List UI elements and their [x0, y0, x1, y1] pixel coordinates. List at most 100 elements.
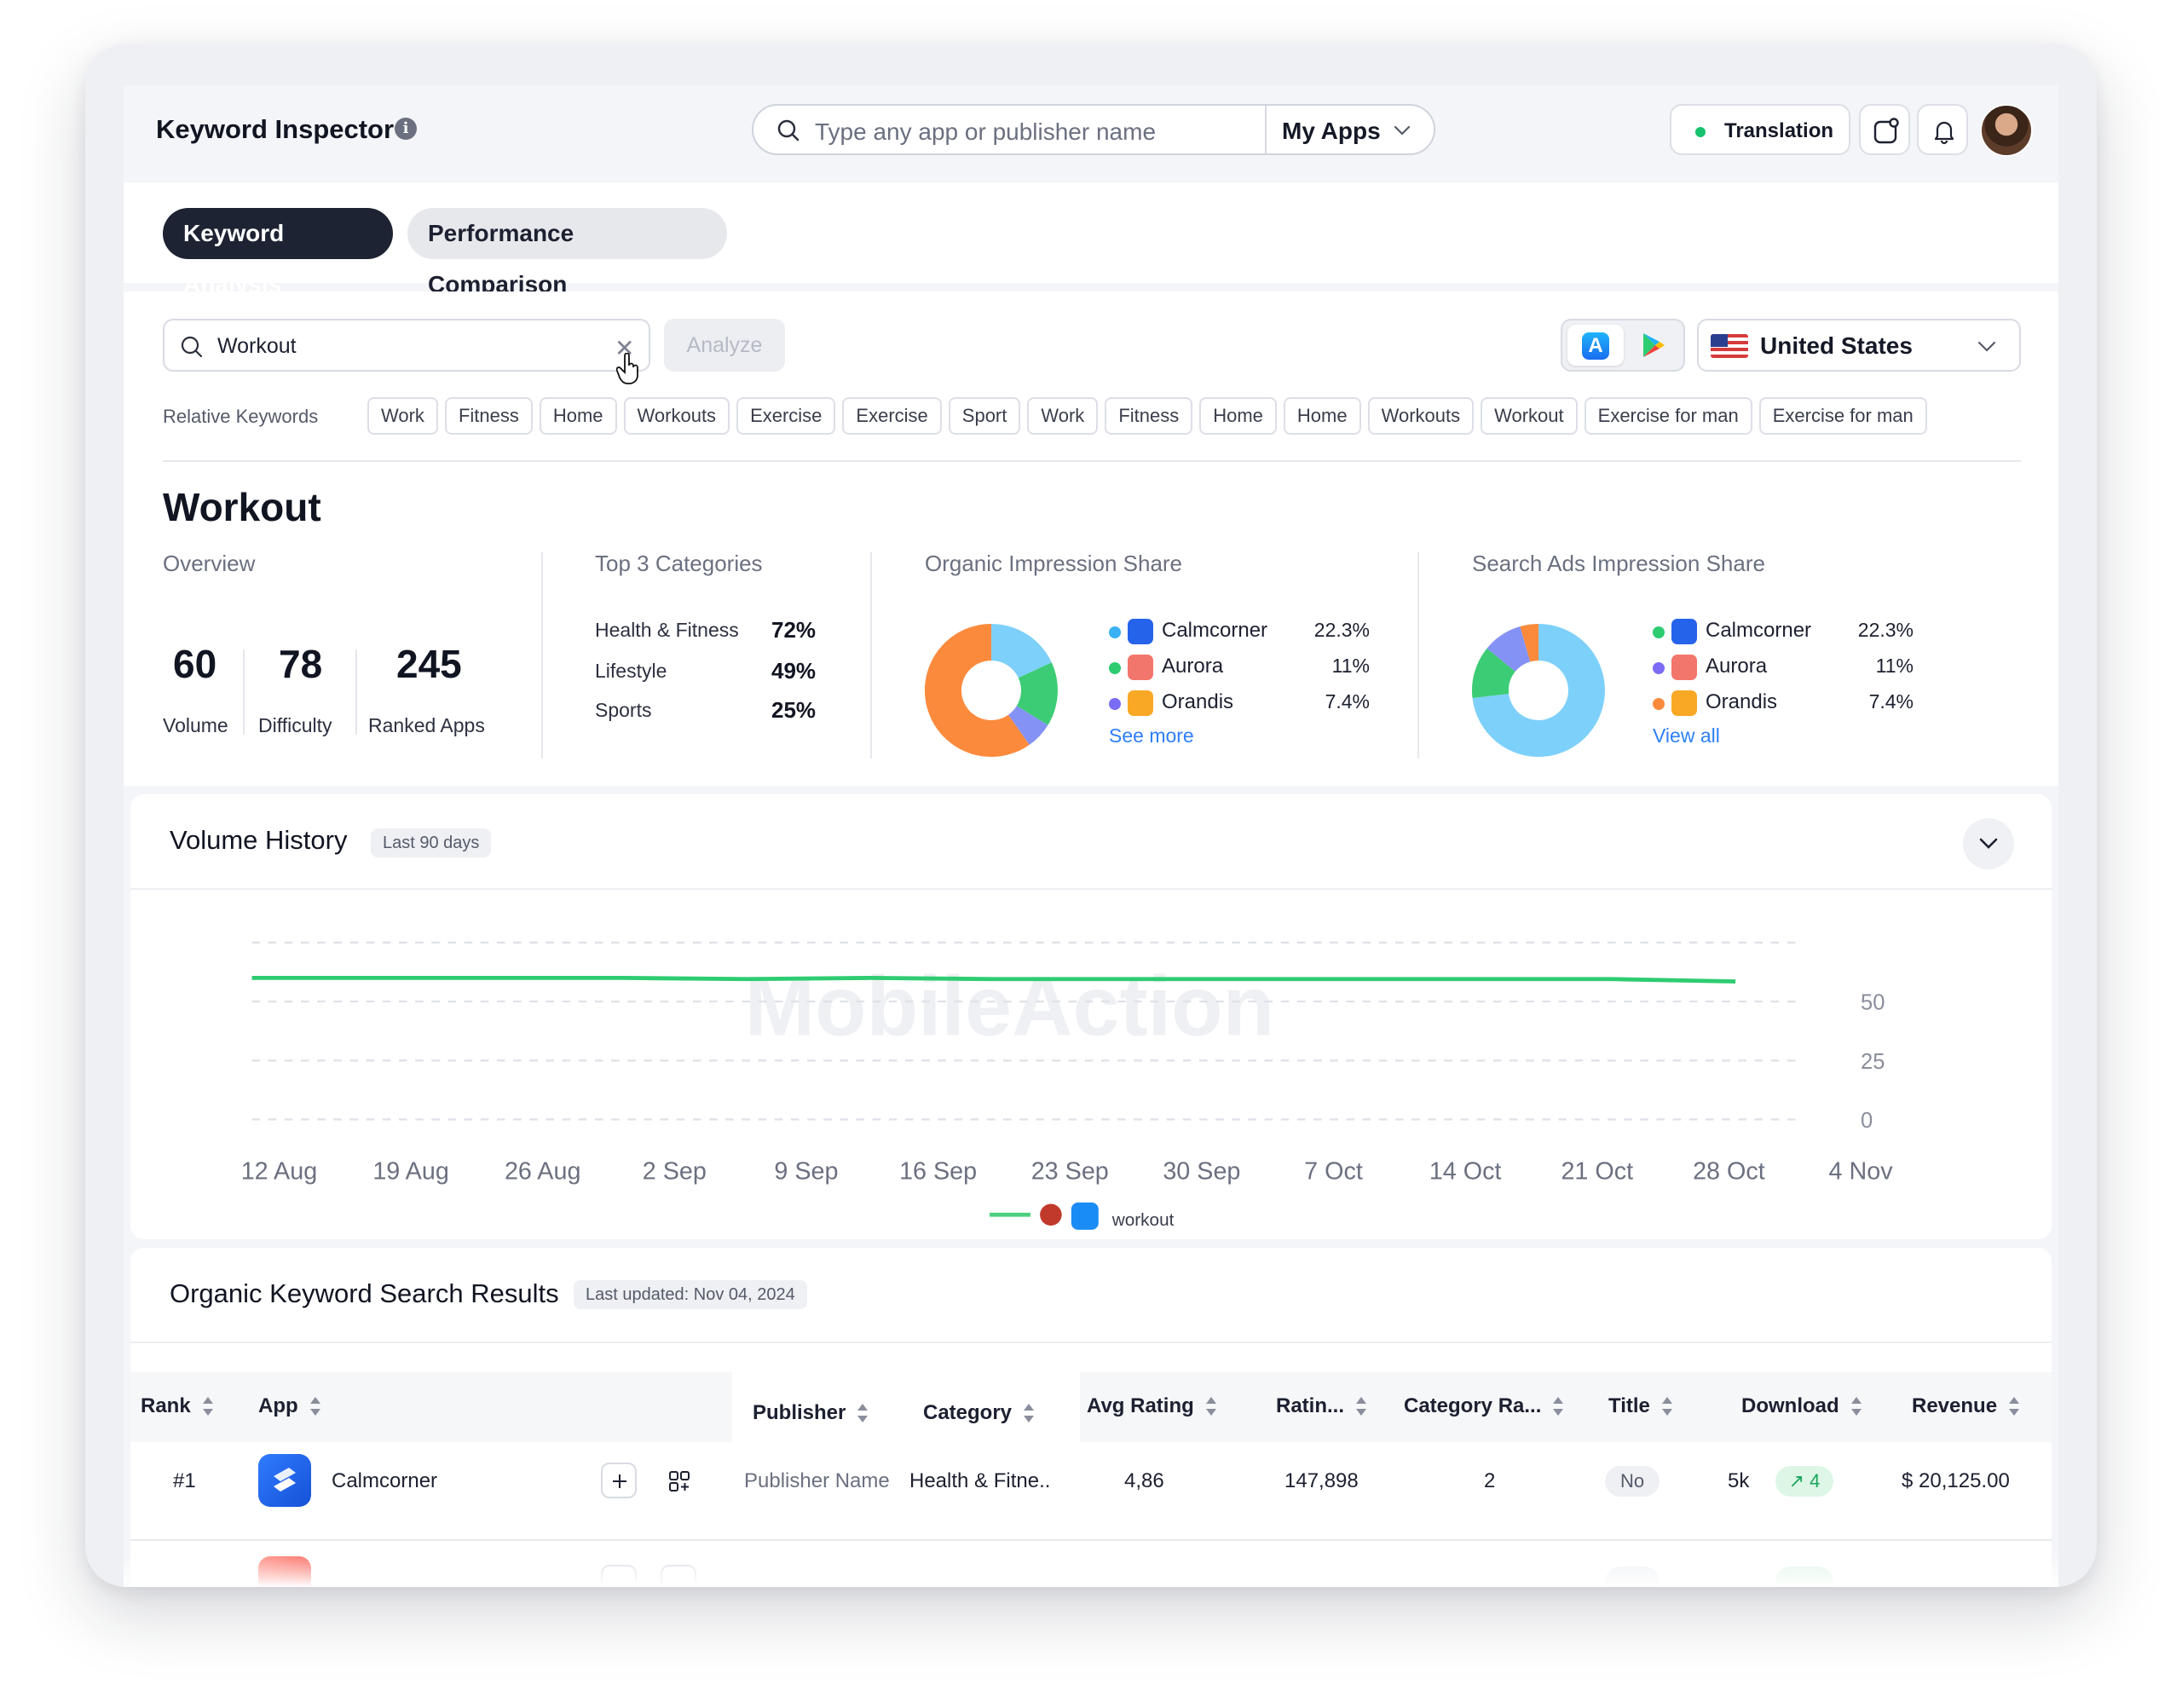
chevron-down-icon[interactable] — [1393, 121, 1411, 140]
keyword-chip[interactable]: Work — [367, 397, 438, 435]
keyword-chip[interactable]: Exercise for man — [1584, 397, 1752, 435]
legend-label: workout — [1111, 1210, 1175, 1230]
last-updated-badge: Last updated: Nov 04, 2024 — [574, 1280, 807, 1309]
notes-button[interactable] — [1859, 104, 1910, 155]
y-tick-label: 25 — [1861, 1050, 1885, 1074]
category-value: 25% — [771, 697, 817, 723]
organic-results-title: Organic Keyword Search Results — [170, 1278, 559, 1308]
tab-performance-comparison[interactable]: Performance Comparison — [407, 208, 727, 297]
column-ratings[interactable]: Ratin... — [1276, 1394, 1368, 1418]
download-change: 4 — [1810, 1470, 1821, 1492]
relative-keywords-list: Work Fitness Home Workouts Exercise Exer… — [367, 397, 1927, 435]
sort-icon[interactable] — [1850, 1396, 1863, 1418]
keyword-chip[interactable]: Workout — [1481, 397, 1578, 435]
keyword-chip[interactable]: Home — [1199, 397, 1277, 435]
keyword-panel: Workout ✕ Analyze A United States Relati… — [124, 291, 2058, 786]
keyword-value[interactable]: Workout — [217, 334, 297, 358]
overview-title: Overview — [163, 551, 256, 576]
x-tick-label: 28 Oct — [1693, 1158, 1765, 1186]
publisher-cell[interactable]: Publisher Name — [744, 1469, 890, 1492]
x-tick-label: 30 Sep — [1163, 1158, 1240, 1186]
column-download[interactable]: Download — [1741, 1394, 1863, 1418]
keyword-chip[interactable]: Exercise for man — [1758, 397, 1927, 435]
sort-icon[interactable] — [1022, 1403, 1036, 1425]
collapse-button[interactable] — [1963, 818, 2014, 869]
divider — [130, 1342, 2052, 1343]
x-tick-label: 23 Sep — [1031, 1158, 1109, 1186]
search-input[interactable]: Type any app or publisher name — [815, 118, 1157, 145]
sort-icon[interactable] — [309, 1396, 322, 1418]
column-avg-rating[interactable]: Avg Rating — [1087, 1394, 1218, 1418]
difficulty-value: 78 — [279, 642, 323, 686]
keyword-chip[interactable]: Fitness — [1105, 397, 1193, 435]
rank-cell: #1 — [173, 1469, 196, 1492]
keyword-chip[interactable]: Home — [539, 397, 617, 435]
see-more-link[interactable]: See more — [1109, 724, 1194, 747]
google-play-icon[interactable] — [1641, 332, 1666, 359]
translation-toggle[interactable]: Translation — [1670, 104, 1850, 155]
sort-icon[interactable] — [1354, 1396, 1368, 1418]
keyword-chip[interactable]: Work — [1027, 397, 1099, 435]
legend-name: Aurora — [1162, 655, 1224, 678]
notifications-button[interactable] — [1917, 104, 1968, 155]
legend-name: Calmcorner — [1162, 619, 1268, 642]
sort-icon[interactable] — [201, 1396, 215, 1418]
table-header-gap — [732, 1372, 1080, 1442]
category-rank-cell: 2 — [1484, 1469, 1496, 1492]
keyword-chip[interactable]: Exercise — [842, 397, 942, 435]
arrow-up-right-icon: ↗ — [1788, 1470, 1805, 1492]
sort-icon[interactable] — [856, 1403, 869, 1425]
search-scope-dropdown[interactable]: My Apps — [1282, 118, 1381, 144]
column-title[interactable]: Title — [1608, 1394, 1674, 1418]
keyword-input[interactable]: Workout ✕ — [163, 319, 650, 372]
organic-share-donut — [924, 624, 1058, 757]
country-select[interactable]: United States — [1697, 319, 2021, 372]
sort-icon[interactable] — [1204, 1396, 1218, 1418]
avatar[interactable] — [1980, 104, 2033, 157]
app-store-option[interactable]: A — [1567, 325, 1624, 366]
analyze-button[interactable]: Analyze — [664, 319, 785, 372]
search-divider — [1265, 106, 1267, 153]
date-range-badge: Last 90 days — [371, 828, 492, 857]
tab-keyword-analysis[interactable]: Keyword Analysis — [163, 208, 393, 297]
sort-icon[interactable] — [1660, 1396, 1674, 1418]
column-revenue[interactable]: Revenue — [1912, 1394, 2021, 1418]
x-tick-label: 14 Oct — [1429, 1158, 1502, 1186]
x-tick-label: 4 Nov — [1829, 1158, 1894, 1186]
keyword-chip[interactable]: Home — [1283, 397, 1361, 435]
global-search[interactable]: Type any app or publisher name My Apps — [752, 104, 1435, 155]
device-frame: Keyword Inspector i Type any app or publ… — [85, 44, 2097, 1587]
app-title: Keyword Inspector — [156, 114, 395, 144]
volume-value: 60 — [173, 642, 217, 686]
ranked-apps-label: Ranked Apps — [368, 714, 485, 736]
view-all-link[interactable]: View all — [1653, 724, 1720, 747]
add-to-group-button[interactable] — [661, 1463, 696, 1498]
legend-value: 22.3% — [1857, 619, 1914, 641]
column-app[interactable]: App — [258, 1394, 322, 1418]
divider — [130, 888, 2052, 890]
keyword-chip[interactable]: Fitness — [444, 397, 533, 435]
revenue-cell: $ 20,125.00 — [1902, 1469, 2010, 1492]
legend-name: Calmcorner — [1706, 619, 1812, 642]
info-icon[interactable]: i — [395, 118, 417, 140]
add-button[interactable] — [601, 1463, 637, 1498]
sort-icon[interactable] — [1551, 1396, 1565, 1418]
column-rank[interactable]: Rank — [141, 1394, 215, 1418]
series-line-workout — [251, 975, 1736, 984]
legend-name: Orandis — [1162, 690, 1234, 713]
aurora-icon — [1128, 655, 1153, 680]
y-tick-label: 50 — [1861, 991, 1885, 1015]
keyword-chip[interactable]: Exercise — [736, 397, 836, 435]
column-category-rank[interactable]: Category Ra... — [1404, 1394, 1565, 1418]
category-name: Lifestyle — [595, 660, 667, 682]
keyword-chip[interactable]: Workouts — [1367, 397, 1475, 435]
sort-icon[interactable] — [2007, 1396, 2021, 1418]
store-toggle[interactable]: A — [1561, 319, 1685, 372]
app-name[interactable]: Calmcorner — [332, 1469, 438, 1492]
column-category[interactable]: Category — [923, 1401, 1036, 1425]
keyword-chip[interactable]: Workouts — [623, 397, 730, 435]
column-publisher[interactable]: Publisher — [753, 1401, 869, 1425]
keyword-chip[interactable]: Sport — [948, 397, 1021, 435]
volume-history-title: Volume History — [170, 825, 348, 855]
divider — [243, 649, 245, 735]
